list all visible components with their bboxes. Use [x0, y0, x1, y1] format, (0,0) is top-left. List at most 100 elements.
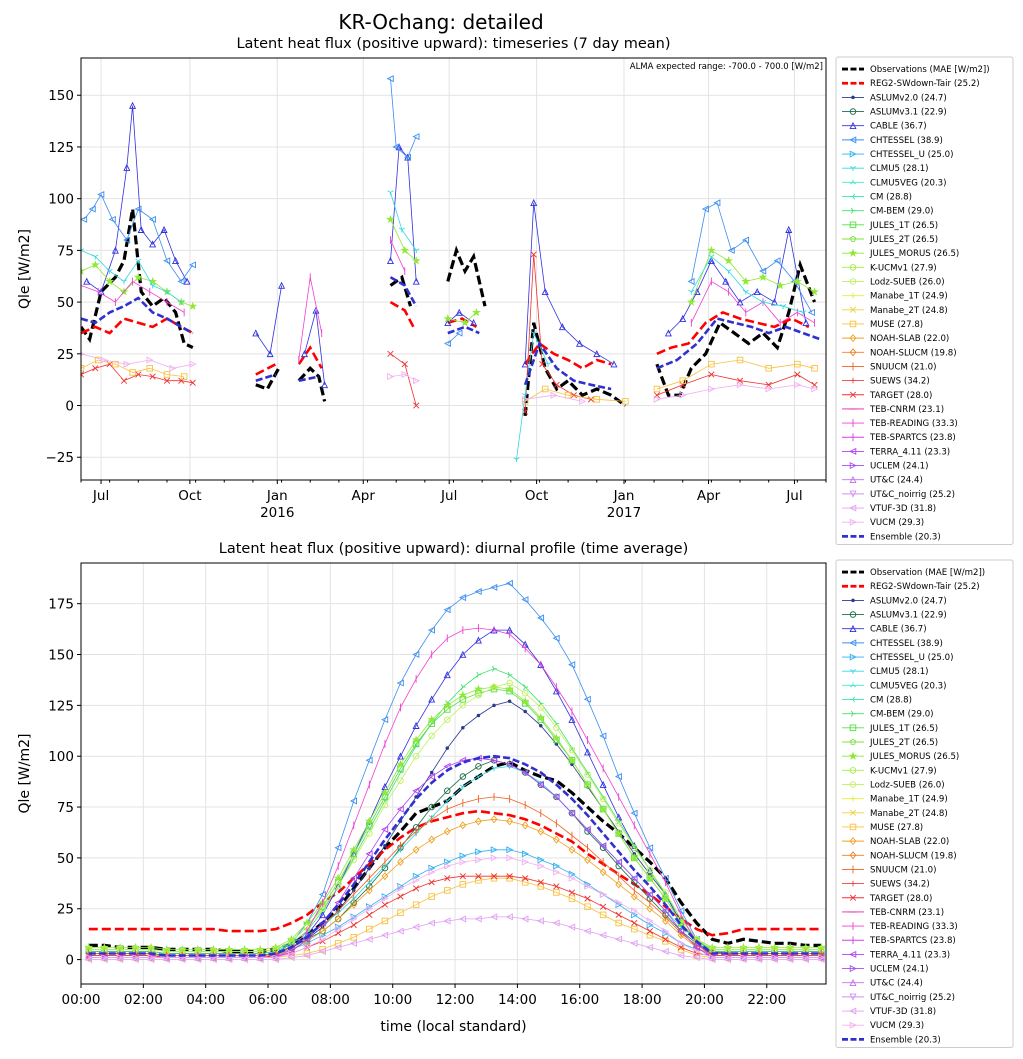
data-point: [443, 314, 453, 323]
legend-label: VUCM (29.3): [870, 1021, 924, 1031]
data-point: [366, 830, 373, 837]
legend-marker: [849, 278, 857, 285]
data-point: [614, 773, 622, 781]
y-tick-label: 150: [48, 648, 74, 664]
legend-label: VTUF-3D (31.8): [870, 1007, 936, 1017]
series-line: [523, 340, 612, 391]
legend-label: NOAH-SLAB (22.0): [870, 334, 949, 344]
data-point: [490, 874, 498, 882]
legend-marker: [849, 851, 857, 860]
data-point: [163, 954, 171, 962]
legend-item-chtessel: CHTESSEL (38.9): [842, 136, 943, 146]
legend-label: CM-BEM (29.0): [870, 207, 934, 217]
data-point: [551, 733, 561, 742]
data-point: [707, 245, 716, 255]
data-point: [412, 752, 420, 760]
data-point: [132, 954, 140, 962]
data-point: [123, 236, 131, 244]
data-point: [786, 954, 794, 962]
series-reg2-swdown-tair: [81, 300, 810, 376]
data-point: [513, 457, 520, 463]
series-line: [83, 193, 194, 283]
legend-label: JULES_1T (26.5): [869, 221, 938, 231]
data-point: [111, 246, 119, 254]
data-point: [475, 691, 482, 699]
series-line: [86, 105, 188, 293]
data-point: [252, 329, 260, 337]
series-muse: [81, 356, 818, 405]
data-point: [428, 864, 436, 872]
data-point: [539, 361, 546, 368]
data-point: [129, 369, 136, 376]
figure-suptitle: KR-Ochang: detailed: [338, 10, 543, 34]
series-target: [81, 251, 818, 415]
data-point: [739, 942, 748, 952]
data-point: [536, 713, 546, 722]
data-point: [475, 877, 482, 884]
data-point: [459, 852, 467, 860]
data-point: [677, 946, 685, 953]
data-point: [553, 868, 561, 876]
legend-item-teb-cnrm: TEB-CNRM (23.1): [842, 908, 944, 918]
legend-marker: [849, 823, 857, 831]
data-point: [646, 890, 654, 899]
data-point: [458, 690, 468, 699]
data-point: [412, 650, 420, 659]
data-point: [521, 689, 529, 697]
x-tick-label: Jan: [266, 488, 288, 504]
legend-item-reg2-swdown-tair: REG2-SWdown-Tair (25.2): [842, 582, 980, 592]
x-tick-sublabel: 2017: [607, 505, 641, 521]
data-point: [599, 780, 607, 788]
data-point: [387, 373, 395, 381]
legend-marker: [849, 993, 857, 1001]
data-point: [793, 276, 802, 286]
range-annotation: ALMA expected range: -700.0 - 700.0 [W/m…: [630, 62, 823, 72]
series-line: [656, 310, 810, 355]
data-point: [622, 398, 629, 405]
data-point: [108, 215, 116, 223]
x-tick-label: 04:00: [186, 992, 225, 1008]
data-point: [428, 835, 436, 844]
legend-marker: [849, 1007, 857, 1015]
data-point: [708, 956, 716, 964]
data-point: [599, 842, 607, 850]
data-point: [662, 927, 670, 935]
data-point: [386, 75, 394, 83]
legend-label: CM-BEM (29.0): [870, 710, 934, 720]
data-point: [412, 787, 420, 795]
data-point: [412, 876, 420, 884]
data-point: [568, 895, 576, 902]
legend-marker: [850, 207, 856, 214]
data-point: [599, 868, 607, 877]
legend-item-noah-slucm: NOAH-SLUCM (19.8): [842, 348, 957, 358]
legend-marker: [849, 447, 857, 455]
data-point: [169, 364, 177, 372]
data-point: [770, 956, 778, 964]
data-point: [677, 951, 685, 960]
data-point: [708, 954, 717, 962]
series-line: [389, 276, 418, 307]
legend-label: TARGET (28.0): [869, 391, 932, 401]
data-point: [584, 882, 592, 890]
data-point: [319, 935, 327, 943]
data-point: [350, 921, 357, 929]
data-point: [350, 933, 358, 941]
legend-marker: [849, 391, 857, 398]
data-point: [817, 942, 826, 952]
data-point: [775, 281, 785, 290]
data-point: [599, 890, 607, 899]
series-line: [525, 394, 583, 402]
data-point: [811, 365, 818, 372]
legend-item-aslumv3-1: ASLUMv3.1 (22.9): [842, 108, 947, 118]
data-point: [266, 350, 274, 358]
legend-item-chtessel-u: CHTESSEL_U (25.0): [842, 150, 953, 160]
series-line: [447, 317, 478, 329]
legend-item-lodz-sueb: Lodz-SUEB (26.0): [842, 277, 945, 287]
data-point: [367, 866, 372, 870]
legend-label: NOAH-SLAB (22.0): [870, 837, 949, 847]
data-point: [188, 301, 198, 310]
data-point: [396, 805, 404, 813]
legend-marker: [849, 518, 857, 526]
data-point: [530, 198, 538, 207]
gridlines: [80, 563, 826, 984]
